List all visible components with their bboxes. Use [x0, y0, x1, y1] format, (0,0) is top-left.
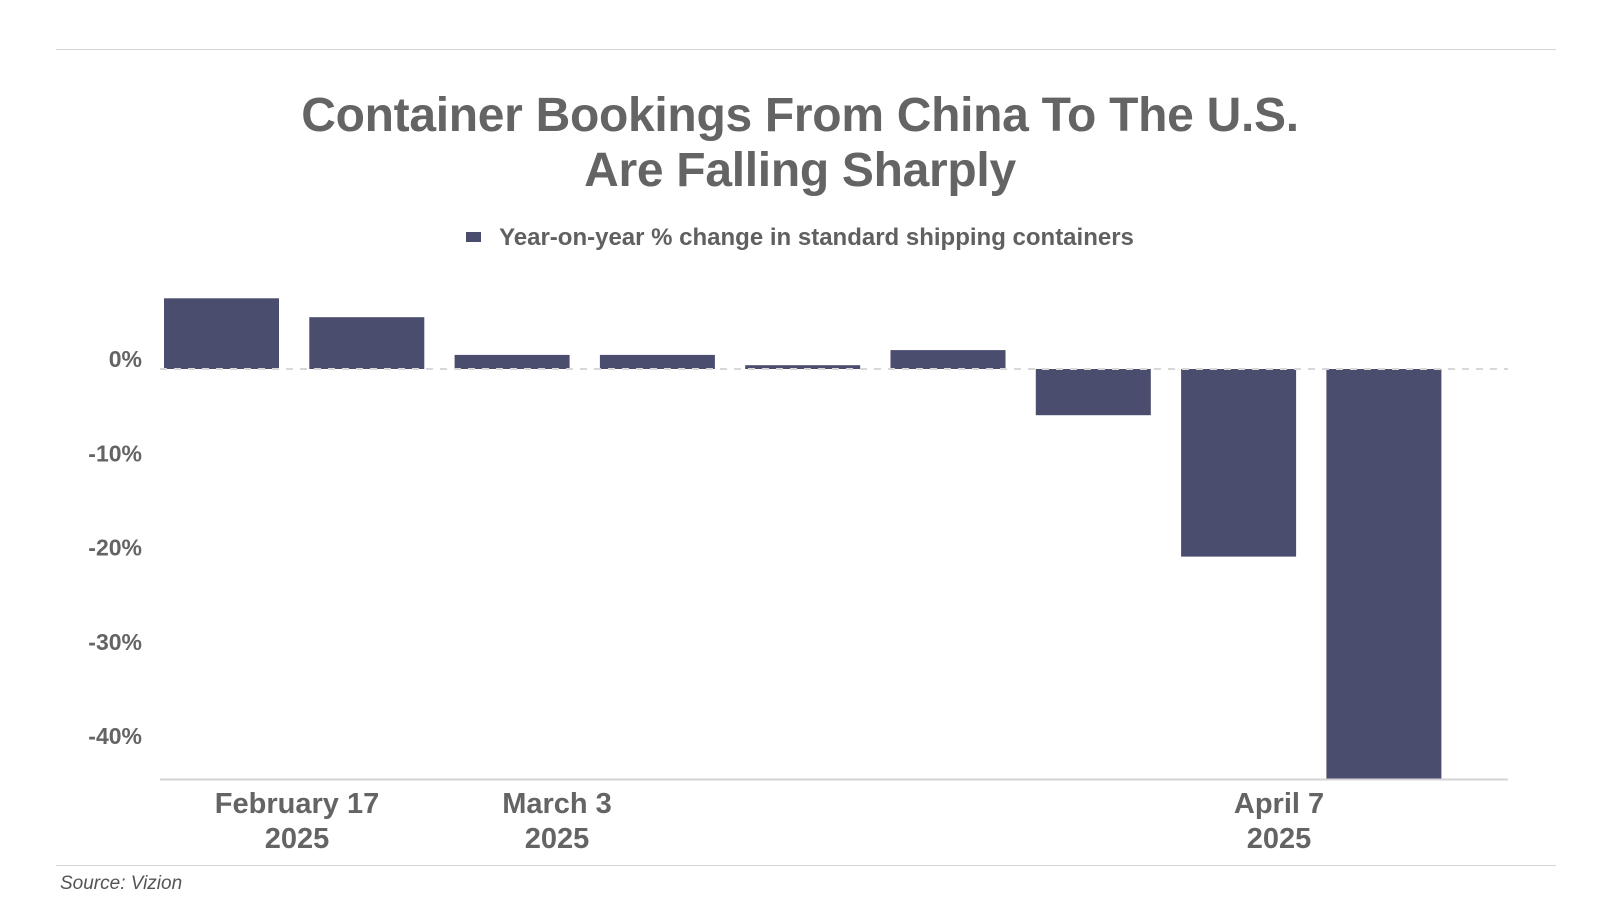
- chart-title: Container Bookings From China To The U.S…: [0, 88, 1600, 198]
- y-tick-label: -10%: [88, 440, 142, 466]
- y-tick-label: -40%: [88, 723, 142, 749]
- x-tick-label: March 3 2025: [502, 788, 612, 855]
- bar: [599, 354, 715, 369]
- bottom-divider: [56, 865, 1556, 866]
- x-tick-label-line: February 17: [215, 788, 379, 820]
- bar: [1326, 369, 1442, 779]
- legend-swatch: [466, 231, 482, 242]
- x-tick-label-line: March 3: [502, 788, 612, 820]
- y-tick-label: -30%: [88, 629, 142, 655]
- source-note: Source: Vizion: [60, 873, 183, 894]
- x-tick-label-line: 2025: [1247, 823, 1312, 855]
- bar: [1181, 369, 1297, 557]
- y-tick-label: 0%: [109, 346, 142, 372]
- bar: [309, 317, 425, 369]
- chart-title-line-2: Are Falling Sharply: [584, 144, 1016, 197]
- x-tick-label-line: April 7: [1234, 788, 1324, 820]
- legend: Year-on-year % change in standard shippi…: [0, 222, 1600, 254]
- bar: [164, 298, 279, 369]
- bar: [890, 350, 1006, 369]
- x-tick-label: April 7 2025: [1234, 788, 1324, 855]
- x-tick-label-line: 2025: [525, 823, 590, 855]
- y-tick-label: -20%: [88, 535, 142, 561]
- bar: [745, 365, 861, 369]
- top-divider: [56, 49, 1556, 50]
- x-tick-label-line: 2025: [265, 823, 330, 855]
- x-tick-label: February 17 2025: [215, 788, 379, 855]
- bar: [454, 354, 570, 369]
- bar: [1035, 369, 1151, 416]
- chart-title-line-1: Container Bookings From China To The U.S…: [301, 89, 1299, 142]
- legend-label: Year-on-year % change in standard shippi…: [499, 224, 1134, 251]
